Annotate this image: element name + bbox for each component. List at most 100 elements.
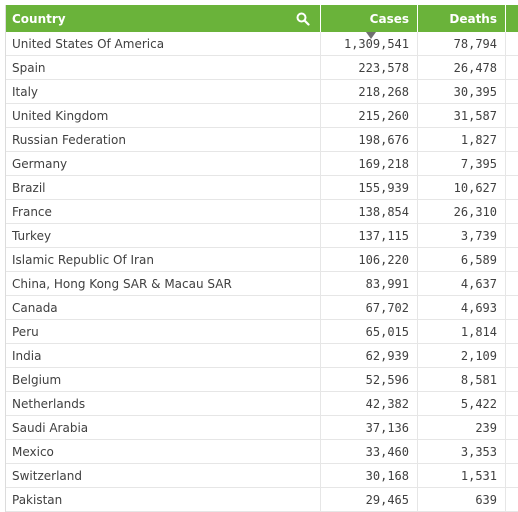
row-filler — [506, 224, 518, 247]
table-row[interactable]: China, Hong Kong SAR & Macau SAR 83,991 4,… — [6, 272, 518, 296]
table-row[interactable]: Spain 223,578 26,478 — [6, 56, 518, 80]
cell-deaths: 3,353 — [418, 440, 506, 463]
cell-cases-value: 62,939 — [365, 348, 409, 363]
cell-cases: 198,676 — [321, 128, 418, 151]
cell-country[interactable]: Canada — [6, 296, 321, 319]
row-filler — [506, 80, 518, 103]
row-filler — [506, 152, 518, 175]
cell-country[interactable]: Netherlands — [6, 392, 321, 415]
cell-deaths: 1,531 — [418, 464, 506, 487]
cell-cases: 138,854 — [321, 200, 418, 223]
cell-deaths: 639 — [418, 488, 506, 511]
column-header-country-label: Country — [12, 11, 66, 26]
cell-country[interactable]: Saudi Arabia — [6, 416, 321, 439]
row-filler — [506, 128, 518, 151]
table-row[interactable]: Netherlands 42,382 5,422 — [6, 392, 518, 416]
cell-cases: 33,460 — [321, 440, 418, 463]
cell-cases: 218,268 — [321, 80, 418, 103]
cell-country[interactable]: Turkey — [6, 224, 321, 247]
cell-deaths: 239 — [418, 416, 506, 439]
cell-deaths: 78,794 — [418, 32, 506, 55]
cell-cases: 1,309,541 — [321, 32, 418, 55]
table-row[interactable]: India 62,939 2,109 — [6, 344, 518, 368]
cell-cases-value: 223,578 — [358, 60, 409, 75]
table-row[interactable]: Islamic Republic Of Iran 106,220 6,589 — [6, 248, 518, 272]
cell-country[interactable]: Switzerland — [6, 464, 321, 487]
cell-cases: 42,382 — [321, 392, 418, 415]
row-filler — [506, 344, 518, 367]
column-header-deaths-label: Deaths — [449, 11, 497, 26]
row-filler — [506, 32, 518, 55]
row-filler — [506, 248, 518, 271]
covid-table: Country Cases Deaths United States Of Am… — [5, 5, 518, 512]
cell-cases: 83,991 — [321, 272, 418, 295]
table-row[interactable]: Pakistan 29,465 639 — [6, 488, 518, 512]
table-row[interactable]: France 138,854 26,310 — [6, 200, 518, 224]
cell-country[interactable]: Mexico — [6, 440, 321, 463]
table-row[interactable]: Belgium 52,596 8,581 — [6, 368, 518, 392]
column-header-country[interactable]: Country — [6, 5, 321, 32]
cell-cases: 29,465 — [321, 488, 418, 511]
cell-country[interactable]: China, Hong Kong SAR & Macau SAR — [6, 272, 321, 295]
row-filler — [506, 368, 518, 391]
row-filler — [506, 416, 518, 439]
cell-cases-value: 42,382 — [365, 396, 409, 411]
table-row[interactable]: Brazil 155,939 10,627 — [6, 176, 518, 200]
table-row[interactable]: Germany 169,218 7,395 — [6, 152, 518, 176]
table-row[interactable]: Russian Federation 198,676 1,827 — [6, 128, 518, 152]
cell-cases: 30,168 — [321, 464, 418, 487]
cell-cases: 223,578 — [321, 56, 418, 79]
sort-down-icon — [366, 32, 376, 39]
cell-cases-value: 67,702 — [365, 300, 409, 315]
cell-country[interactable]: Italy — [6, 80, 321, 103]
cell-cases-value: 83,991 — [365, 276, 409, 291]
row-filler — [506, 488, 518, 511]
cell-country[interactable]: United Kingdom — [6, 104, 321, 127]
cell-country[interactable]: Peru — [6, 320, 321, 343]
cell-deaths: 10,627 — [418, 176, 506, 199]
cell-country[interactable]: France — [6, 200, 321, 223]
cell-deaths: 8,581 — [418, 368, 506, 391]
row-filler — [506, 200, 518, 223]
row-filler — [506, 104, 518, 127]
table-row[interactable]: Italy 218,268 30,395 — [6, 80, 518, 104]
cell-country[interactable]: Germany — [6, 152, 321, 175]
row-filler — [506, 272, 518, 295]
cell-cases: 52,596 — [321, 368, 418, 391]
cell-country[interactable]: Pakistan — [6, 488, 321, 511]
table-row[interactable]: United States Of America 1,309,541 78,794 — [6, 32, 518, 56]
column-header-cases[interactable]: Cases — [321, 5, 418, 32]
cell-cases: 137,115 — [321, 224, 418, 247]
cell-cases-value: 155,939 — [358, 180, 409, 195]
cell-country[interactable]: India — [6, 344, 321, 367]
cell-cases-value: 137,115 — [358, 228, 409, 243]
cell-country[interactable]: Spain — [6, 56, 321, 79]
table-header: Country Cases Deaths — [6, 5, 518, 32]
cell-cases: 106,220 — [321, 248, 418, 271]
row-filler — [506, 176, 518, 199]
table-row[interactable]: Turkey 137,115 3,739 — [6, 224, 518, 248]
cell-cases: 37,136 — [321, 416, 418, 439]
cell-country[interactable]: Brazil — [6, 176, 321, 199]
table-row[interactable]: United Kingdom 215,260 31,587 — [6, 104, 518, 128]
cell-cases-value: 52,596 — [365, 372, 409, 387]
cell-deaths: 26,310 — [418, 200, 506, 223]
table-row[interactable]: Canada 67,702 4,693 — [6, 296, 518, 320]
table-row[interactable]: Mexico 33,460 3,353 — [6, 440, 518, 464]
search-icon[interactable] — [296, 12, 310, 26]
table-row[interactable]: Switzerland 30,168 1,531 — [6, 464, 518, 488]
cell-cases: 62,939 — [321, 344, 418, 367]
cell-cases: 215,260 — [321, 104, 418, 127]
column-header-cases-label: Cases — [369, 11, 409, 26]
cell-country[interactable]: Belgium — [6, 368, 321, 391]
cell-cases-value: 169,218 — [358, 156, 409, 171]
cell-country[interactable]: Russian Federation — [6, 128, 321, 151]
table-row[interactable]: Saudi Arabia 37,136 239 — [6, 416, 518, 440]
column-header-deaths[interactable]: Deaths — [418, 5, 506, 32]
cell-cases-value: 218,268 — [358, 84, 409, 99]
cell-country[interactable]: Islamic Republic Of Iran — [6, 248, 321, 271]
cell-cases-value: 29,465 — [365, 492, 409, 507]
cell-country[interactable]: United States Of America — [6, 32, 321, 55]
table-row[interactable]: Peru 65,015 1,814 — [6, 320, 518, 344]
cell-deaths: 31,587 — [418, 104, 506, 127]
